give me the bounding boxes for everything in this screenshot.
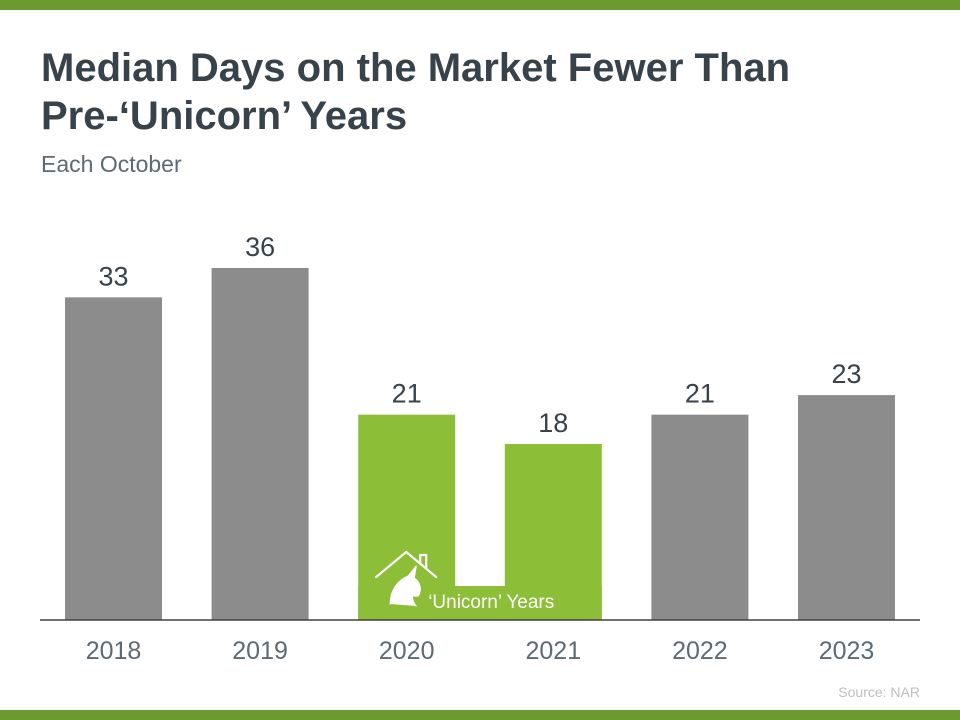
unicorn-house-icon <box>375 550 438 607</box>
category-label-2022: 2022 <box>672 637 728 665</box>
value-label-2020: 21 <box>392 379 422 409</box>
category-label-2023: 2023 <box>819 637 875 665</box>
category-label-2018: 2018 <box>86 637 142 665</box>
bar-2022 <box>651 414 749 620</box>
bar-2023 <box>798 395 895 620</box>
top-accent-band <box>0 0 960 10</box>
value-label-2022: 21 <box>685 379 715 409</box>
value-label-2023: 23 <box>831 359 861 389</box>
bar-2021 <box>504 444 602 620</box>
value-label-2018: 33 <box>98 261 128 291</box>
bar-2018 <box>65 297 162 620</box>
category-label-2021: 2021 <box>525 637 581 665</box>
value-label-2021: 18 <box>538 408 568 438</box>
category-label-2020: 2020 <box>379 637 435 665</box>
bar-2019 <box>211 268 309 620</box>
value-label-2019: 36 <box>245 232 275 262</box>
chart-subtitle: Each October <box>41 151 182 177</box>
chart-title: Median Days on the Market Fewer Than Pre… <box>41 46 791 138</box>
bottom-accent-band <box>0 710 960 720</box>
source-note: Source: NAR <box>838 684 920 700</box>
category-label-2019: 2019 <box>232 637 288 665</box>
unicorn-years-label: ‘Unicorn’ Years <box>428 592 554 613</box>
